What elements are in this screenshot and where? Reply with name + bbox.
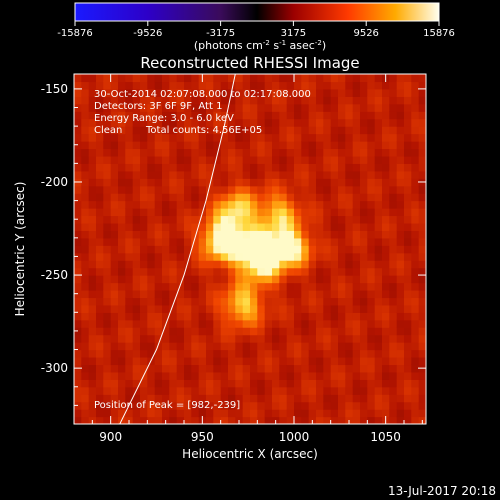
heatmap-image <box>74 74 426 424</box>
x-tick-label: 900 <box>99 430 122 444</box>
y-tick-label: -300 <box>41 361 68 375</box>
colorbar-tick-label: -15876 <box>57 28 92 39</box>
colorbar-tick-label: 9526 <box>353 28 378 39</box>
solar-limb-curve <box>119 74 236 424</box>
x-tick-label: 1050 <box>370 430 401 444</box>
annotation-detectors: Detectors: 3F 6F 9F, Att 1 <box>94 101 222 112</box>
colorbar-tick-label: -9526 <box>133 28 162 39</box>
x-tick-label: 1000 <box>279 430 310 444</box>
colorbar-tick-label: 3175 <box>281 28 306 39</box>
y-tick-label: -250 <box>41 268 68 282</box>
annotation-counts: Total counts: 4.56E+05 <box>145 125 262 136</box>
x-tick-label: 950 <box>191 430 214 444</box>
annotation-method: Clean <box>94 125 122 136</box>
colorbar <box>74 2 440 22</box>
footer-timestamp: 13-Jul-2017 20:18 <box>388 484 496 498</box>
annotation-time-range: 30-Oct-2014 02:07:08.000 to 02:17:08.000 <box>94 89 311 100</box>
y-axis-label: Heliocentric Y (arcsec) <box>13 182 27 317</box>
colorbar-tick-label: -3175 <box>206 28 235 39</box>
x-axis-label: Heliocentric X (arcsec) <box>182 447 318 461</box>
colorbar-ticks: -15876 -9526 -3175 3175 9526 15876 <box>57 21 455 39</box>
colorbar-units: (photons cm-2 s-1 asec-2) <box>194 39 326 52</box>
colorbar-tick-label: 15876 <box>423 28 455 39</box>
annotation-peak: Position of Peak = [982,-239] <box>94 400 240 411</box>
annotation-energy: Energy Range: 3.0 - 6.0 keV <box>94 113 234 124</box>
plot-frame <box>73 73 427 425</box>
axis-ticks: 900 950 1000 1050 -150 -200 -250 -300 <box>41 74 426 444</box>
chart-title: Reconstructed RHESSI Image <box>140 54 359 72</box>
y-tick-label: -150 <box>41 82 68 96</box>
y-tick-label: -200 <box>41 175 68 189</box>
